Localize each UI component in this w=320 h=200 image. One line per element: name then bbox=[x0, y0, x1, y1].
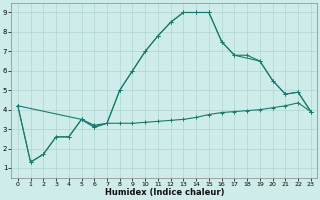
X-axis label: Humidex (Indice chaleur): Humidex (Indice chaleur) bbox=[105, 188, 224, 197]
